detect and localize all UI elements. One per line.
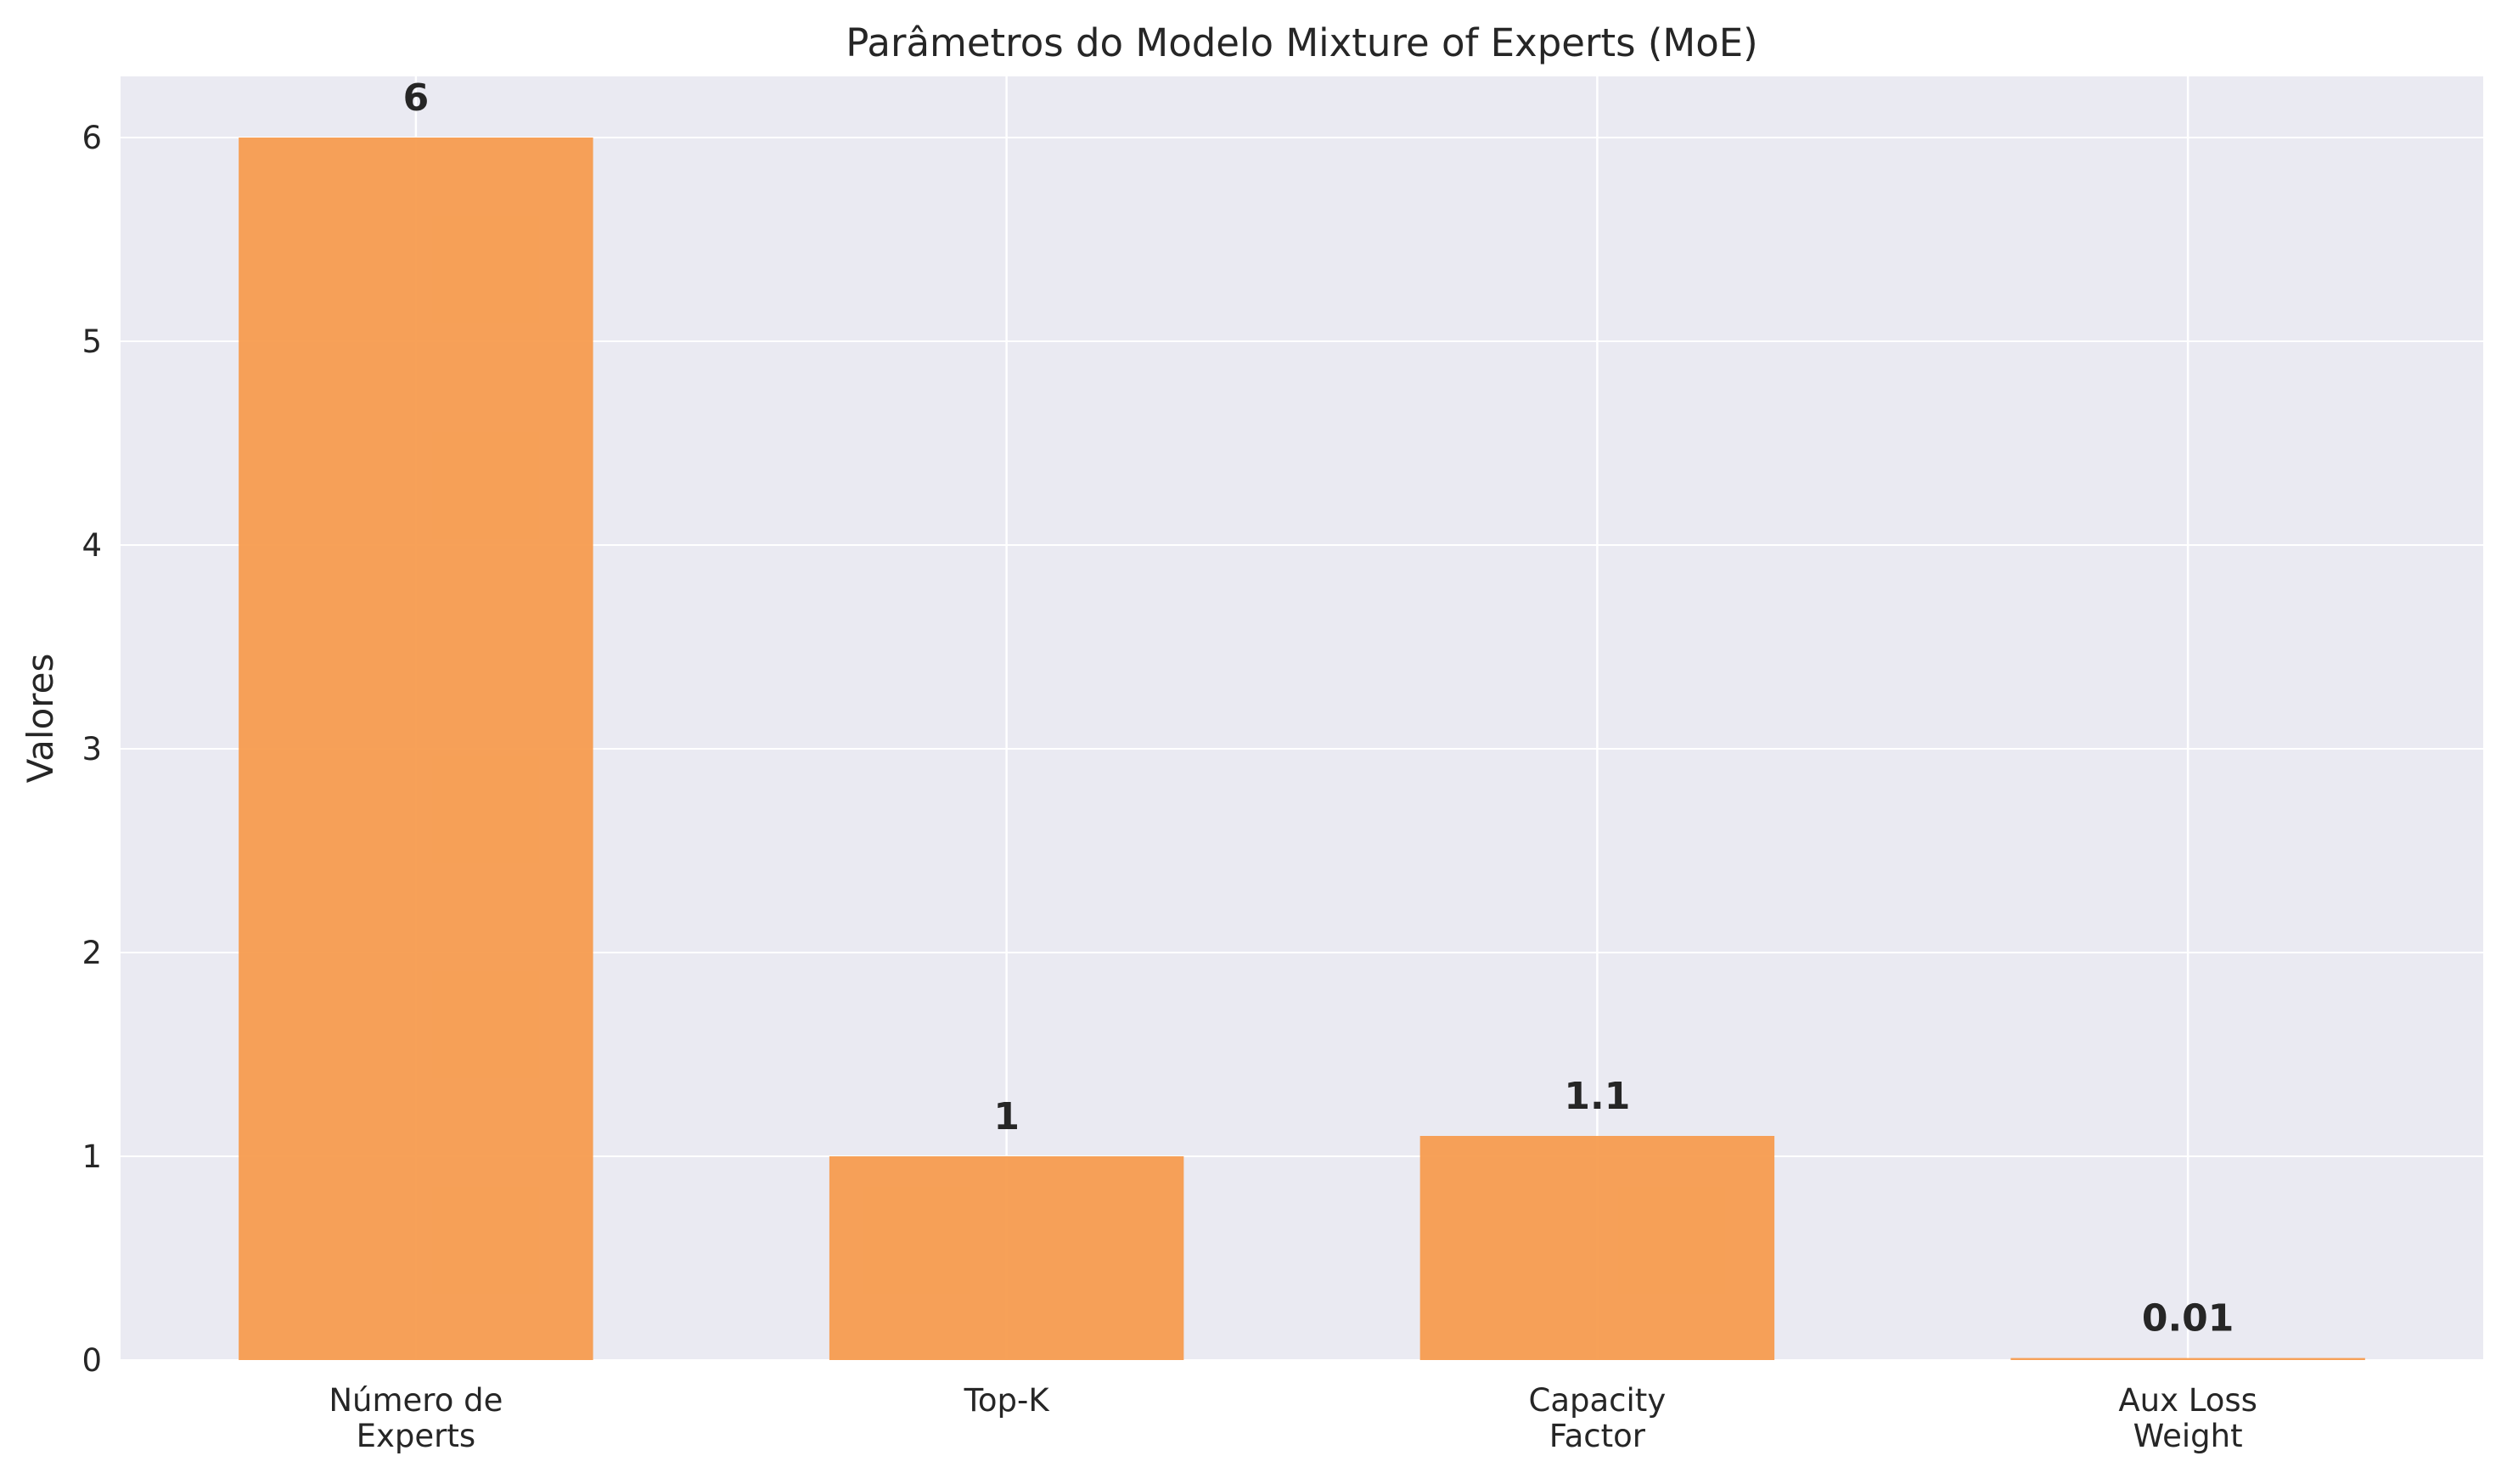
chart-title: Parâmetros do Modelo Mixture of Experts … — [846, 20, 1758, 65]
y-tick-label: 0 — [82, 1342, 102, 1379]
x-tick-label-line: Weight — [2133, 1418, 2243, 1454]
y-tick-label: 1 — [82, 1138, 102, 1175]
bars-layer — [239, 138, 2365, 1360]
y-axis-label: Valores — [20, 654, 61, 784]
bar — [239, 138, 593, 1360]
x-tick-label-line: Top-K — [964, 1382, 1051, 1419]
x-tick-label-line: Capacity — [1529, 1382, 1667, 1419]
bar — [2010, 1358, 2365, 1360]
bar — [1419, 1136, 1775, 1360]
bar-value-label: 6 — [403, 76, 430, 120]
y-tick-label: 5 — [82, 323, 102, 360]
y-tick-label: 6 — [82, 120, 102, 156]
y-tick-label: 4 — [82, 527, 102, 564]
data-labels-layer: 6 1 1.1 0.01 — [403, 76, 2234, 1341]
y-tick-label: 3 — [82, 731, 102, 767]
y-axis-ticks: 0 1 2 3 4 5 6 — [82, 120, 102, 1379]
y-tick-label: 2 — [82, 935, 102, 971]
x-tick-label-line: Aux Loss — [2118, 1382, 2257, 1419]
bar-value-label: 0.01 — [2142, 1297, 2234, 1341]
x-tick-label-line: Factor — [1549, 1418, 1646, 1454]
bar — [829, 1156, 1184, 1360]
x-tick-label-line: Experts — [357, 1418, 476, 1454]
x-tick-label-line: Número de — [329, 1382, 503, 1419]
bar-value-label: 1 — [993, 1095, 1020, 1138]
bar-value-label: 1.1 — [1564, 1075, 1630, 1118]
x-tick-label: Top-K — [964, 1382, 1051, 1419]
